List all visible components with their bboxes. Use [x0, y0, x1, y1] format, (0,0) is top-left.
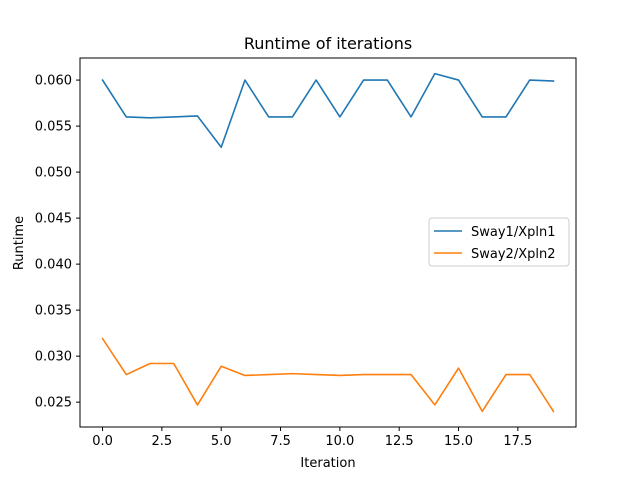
plot-frame: [79, 57, 577, 428]
y-tick-label: 0.050: [35, 166, 72, 181]
x-tick-label: 10.0: [325, 434, 354, 449]
x-tick-label: 12.5: [385, 434, 414, 449]
legend-label-sway2: Sway2/Xpln2: [471, 247, 555, 262]
legend-box: [428, 217, 570, 267]
y-axis-label: Runtime: [12, 216, 27, 270]
x-tick-label: 5.0: [211, 434, 232, 449]
y-tick-label: 0.060: [35, 74, 72, 89]
y-tick-label: 0.035: [35, 304, 72, 319]
x-tick-label: 17.5: [503, 434, 532, 449]
series-line-2: [101, 337, 555, 413]
x-axis-label: Iteration: [300, 456, 355, 471]
y-tick-label: 0.045: [35, 212, 72, 227]
y-tick-label: 0.055: [35, 120, 72, 135]
x-tick-label: 15.0: [444, 434, 473, 449]
x-tick-label: 7.5: [270, 434, 291, 449]
y-tick-label: 0.040: [35, 258, 72, 273]
plot-lines: [101, 72, 555, 413]
x-tick-label: 0.0: [92, 434, 113, 449]
x-axis: 0.0 2.5 5.0 7.5 10.0 12.5 15.0 17.5: [92, 427, 532, 449]
y-axis: 0.025 0.030 0.035 0.040 0.045 0.050 0.055 0.060: [35, 74, 80, 411]
legend: Sway1/Xpln1 Sway2/Xpln2: [428, 217, 570, 267]
legend-label-sway1: Sway1/Xpln1: [471, 225, 555, 240]
x-tick-label: 2.5: [152, 434, 173, 449]
series-line-1: [101, 72, 555, 149]
y-tick-label: 0.030: [35, 350, 72, 365]
y-tick-label: 0.025: [35, 396, 72, 411]
chart-title: Runtime of iterations: [244, 34, 412, 53]
